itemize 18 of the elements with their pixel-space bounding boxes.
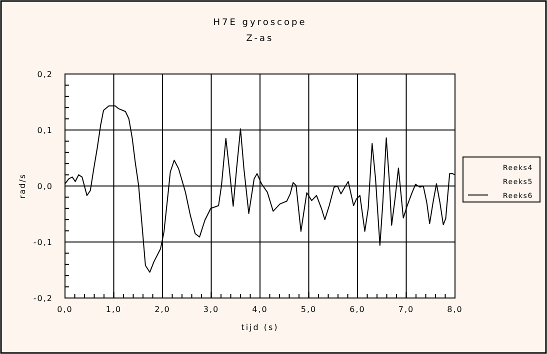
- x-tick-label: 1,0: [106, 305, 122, 314]
- y-tick-label: 0,1: [37, 126, 53, 135]
- y-axis-title: rad/s: [18, 173, 27, 199]
- x-tick-label: 5,0: [300, 305, 317, 314]
- x-tick-label: 2,0: [154, 305, 170, 314]
- y-tick-label: 0,0: [37, 182, 53, 191]
- y-tick-label: -0,2: [33, 294, 53, 303]
- x-tick-label: 4,0: [252, 305, 268, 314]
- x-tick-label: 0,0: [57, 305, 73, 314]
- x-tick-label: 6,0: [350, 305, 366, 314]
- y-tick-label: 0,2: [37, 70, 53, 79]
- x-axis-title: tijd (s): [241, 323, 279, 332]
- chart-title: H7E gyroscope: [213, 18, 307, 28]
- x-tick-label: 3,0: [203, 305, 220, 314]
- x-tick-label: 8,0: [447, 305, 463, 314]
- y-tick-label: -0,1: [33, 238, 53, 247]
- chart-subtitle: Z-as: [246, 34, 274, 44]
- x-tick-label: 7,0: [398, 305, 414, 314]
